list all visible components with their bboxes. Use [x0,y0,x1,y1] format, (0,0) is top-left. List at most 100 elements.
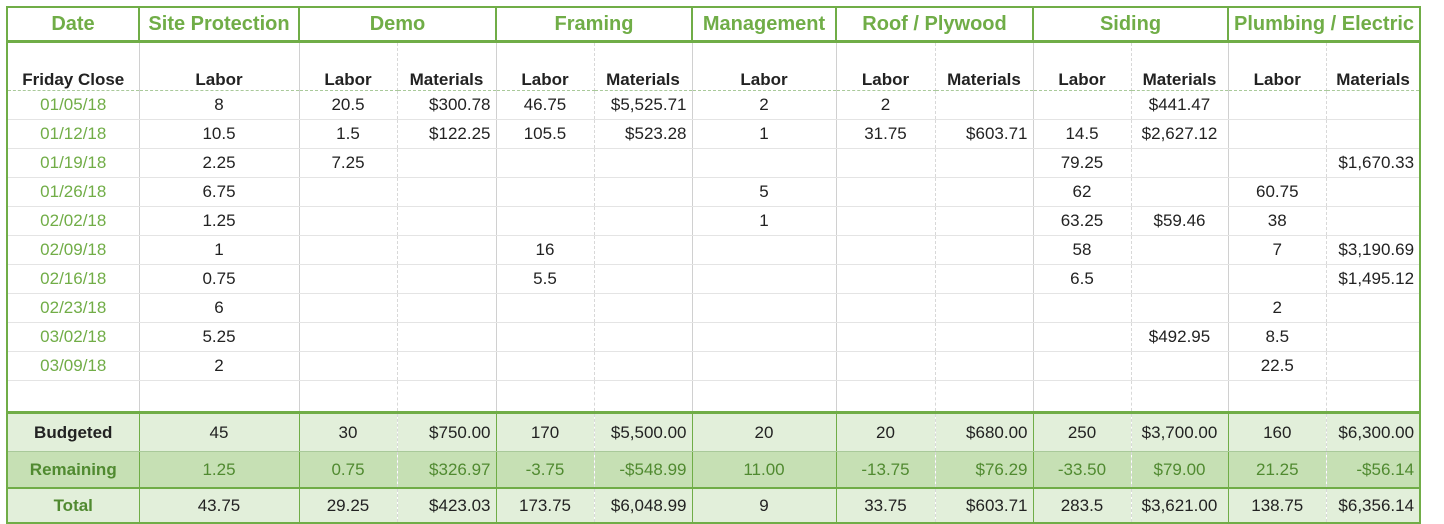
table-cell[interactable] [1327,120,1421,149]
date-cell[interactable]: 01/05/18 [7,91,139,120]
table-cell[interactable] [1033,352,1131,381]
table-cell[interactable]: 2 [1228,294,1327,323]
table-cell[interactable]: 20 [836,413,935,452]
table-cell[interactable] [1131,352,1228,381]
table-cell[interactable]: 20.5 [299,91,397,120]
table-cell[interactable] [496,178,594,207]
table-cell[interactable]: 0.75 [139,265,299,294]
table-cell[interactable] [692,294,836,323]
table-cell[interactable]: 31.75 [836,120,935,149]
table-cell[interactable] [299,381,397,413]
table-cell[interactable] [397,265,496,294]
table-cell[interactable]: 63.25 [1033,207,1131,236]
table-cell[interactable]: 2 [139,352,299,381]
table-cell[interactable]: $5,525.71 [594,91,692,120]
table-cell[interactable] [692,236,836,265]
table-cell[interactable]: 5.25 [139,323,299,352]
table-cell[interactable] [836,265,935,294]
table-cell[interactable] [397,236,496,265]
table-cell[interactable]: 160 [1228,413,1327,452]
table-cell[interactable]: $423.03 [397,488,496,523]
table-cell[interactable] [1327,207,1421,236]
table-cell[interactable] [1131,178,1228,207]
column-header[interactable]: Labor [299,42,397,91]
table-cell[interactable]: 250 [1033,413,1131,452]
table-cell[interactable]: $1,670.33 [1327,149,1421,178]
table-cell[interactable]: 1 [139,236,299,265]
table-cell[interactable]: 8.5 [1228,323,1327,352]
column-header[interactable]: Labor [1033,42,1131,91]
table-cell[interactable] [1228,381,1327,413]
table-cell[interactable]: 1 [692,120,836,149]
date-cell[interactable]: 02/02/18 [7,207,139,236]
subheader-friday-close[interactable]: Friday Close [7,42,139,91]
table-cell[interactable] [1033,381,1131,413]
table-cell[interactable]: $3,700.00 [1131,413,1228,452]
table-cell[interactable]: -13.75 [836,452,935,489]
table-cell[interactable] [692,381,836,413]
table-cell[interactable]: 1.25 [139,452,299,489]
table-cell[interactable] [299,323,397,352]
table-cell[interactable] [935,207,1033,236]
table-cell[interactable] [299,265,397,294]
table-cell[interactable]: $326.97 [397,452,496,489]
table-cell[interactable] [397,178,496,207]
table-cell[interactable]: $492.95 [1131,323,1228,352]
table-cell[interactable]: 33.75 [836,488,935,523]
group-header-roof-plywood[interactable]: Roof / Plywood [836,7,1033,42]
table-cell[interactable]: 283.5 [1033,488,1131,523]
group-header-site-protection[interactable]: Site Protection [139,7,299,42]
table-cell[interactable] [692,265,836,294]
table-cell[interactable] [935,352,1033,381]
table-cell[interactable]: $6,356.14 [1327,488,1421,523]
table-cell[interactable]: $6,048.99 [594,488,692,523]
table-cell[interactable] [299,294,397,323]
group-header-management[interactable]: Management [692,7,836,42]
table-cell[interactable]: 1.5 [299,120,397,149]
table-cell[interactable] [594,207,692,236]
table-cell[interactable] [836,294,935,323]
table-cell[interactable] [836,178,935,207]
group-header-framing[interactable]: Framing [496,7,692,42]
column-header[interactable]: Materials [594,42,692,91]
table-cell[interactable] [299,352,397,381]
table-cell[interactable] [1033,91,1131,120]
table-cell[interactable] [935,381,1033,413]
table-cell[interactable]: $603.71 [935,120,1033,149]
table-cell[interactable]: 6.75 [139,178,299,207]
table-cell[interactable] [692,149,836,178]
table-cell[interactable] [1228,91,1327,120]
table-cell[interactable] [397,352,496,381]
table-cell[interactable] [496,323,594,352]
date-cell[interactable]: 03/02/18 [7,323,139,352]
table-cell[interactable]: $523.28 [594,120,692,149]
date-cell[interactable]: 02/09/18 [7,236,139,265]
table-cell[interactable]: $3,190.69 [1327,236,1421,265]
table-cell[interactable]: 14.5 [1033,120,1131,149]
table-cell[interactable] [299,236,397,265]
group-header-plumbing-electric[interactable]: Plumbing / Electric [1228,7,1420,42]
table-cell[interactable] [299,207,397,236]
date-cell[interactable]: 01/19/18 [7,149,139,178]
table-cell[interactable] [139,381,299,413]
table-cell[interactable]: $680.00 [935,413,1033,452]
table-cell[interactable]: 38 [1228,207,1327,236]
table-cell[interactable]: 5.5 [496,265,594,294]
table-cell[interactable]: $1,495.12 [1327,265,1421,294]
table-cell[interactable]: -33.50 [1033,452,1131,489]
table-cell[interactable] [1327,323,1421,352]
table-cell[interactable]: 20 [692,413,836,452]
column-header[interactable]: Materials [1131,42,1228,91]
table-cell[interactable]: 9 [692,488,836,523]
table-cell[interactable] [594,323,692,352]
table-cell[interactable]: $2,627.12 [1131,120,1228,149]
table-cell[interactable] [1228,120,1327,149]
table-cell[interactable] [1327,91,1421,120]
table-cell[interactable] [299,178,397,207]
table-cell[interactable] [1327,381,1421,413]
table-cell[interactable]: 79.25 [1033,149,1131,178]
column-header[interactable]: Materials [935,42,1033,91]
table-cell[interactable]: -$548.99 [594,452,692,489]
table-cell[interactable]: 58 [1033,236,1131,265]
table-cell[interactable]: 10.5 [139,120,299,149]
